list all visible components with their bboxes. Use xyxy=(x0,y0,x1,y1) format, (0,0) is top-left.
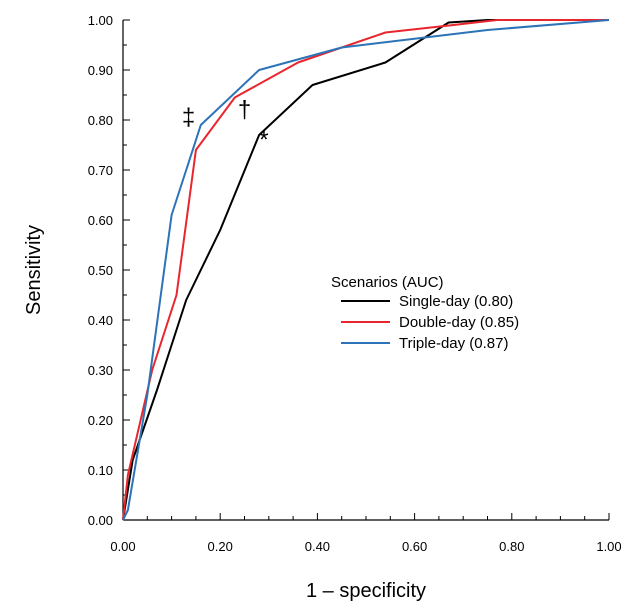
annotation-mark: † xyxy=(238,97,251,124)
legend-label: Double-day (0.85) xyxy=(399,314,519,331)
annotation-mark: * xyxy=(259,127,268,154)
axis-ticks: 0.00 0.10 0.20 0.30 0.40 0.50 0.60 0.70 0.80 0.90… xyxy=(88,13,622,554)
series-line-triple-day xyxy=(122,19,610,521)
y-tick-label: 0.60 xyxy=(88,213,113,228)
y-tick-label: 0.40 xyxy=(88,313,113,328)
x-tick-label: 1.00 xyxy=(596,539,621,554)
legend: Scenarios (AUC) Single-day (0.80) Double-… xyxy=(331,274,519,352)
y-tick-label: 0.00 xyxy=(88,513,113,528)
x-tick-label: 0.60 xyxy=(402,539,427,554)
series-lines xyxy=(122,19,610,521)
annotation-mark: ‡ xyxy=(182,104,195,131)
series-line-double-day xyxy=(122,19,609,521)
x-tick-label: 0.00 xyxy=(110,539,135,554)
x-axis-title: 1 – specificity xyxy=(306,580,426,602)
x-tick-label: 0.40 xyxy=(305,539,330,554)
y-tick-label: 0.10 xyxy=(88,463,113,478)
significance-markers: ‡ † * xyxy=(182,97,269,154)
series-line-single-day xyxy=(122,19,609,521)
legend-title: Scenarios (AUC) xyxy=(331,274,444,291)
y-tick-label: 0.30 xyxy=(88,363,113,378)
y-tick-label: 0.50 xyxy=(88,263,113,278)
legend-label: Triple-day (0.87) xyxy=(399,335,508,352)
x-tick-label: 0.20 xyxy=(208,539,233,554)
y-tick-label: 0.70 xyxy=(88,163,113,178)
y-tick-label: 1.00 xyxy=(88,13,113,28)
y-tick-label: 0.80 xyxy=(88,113,113,128)
y-tick-label: 0.20 xyxy=(88,413,113,428)
legend-label: Single-day (0.80) xyxy=(399,293,513,310)
y-axis-title: Sensitivity xyxy=(23,225,45,315)
x-tick-label: 0.80 xyxy=(499,539,524,554)
plot-frame xyxy=(122,20,609,521)
y-tick-label: 0.90 xyxy=(88,63,113,78)
